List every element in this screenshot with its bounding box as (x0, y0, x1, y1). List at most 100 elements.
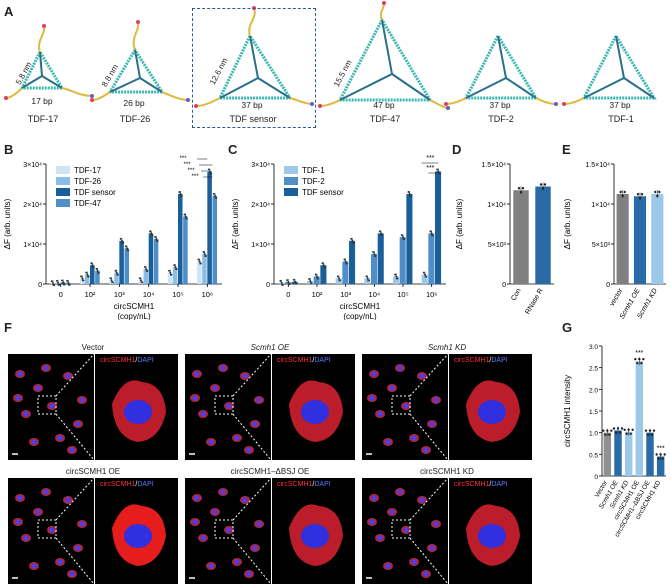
micrograph-condition-label: Vector (8, 342, 178, 354)
data-point (53, 284, 56, 287)
stain-separator: / (135, 481, 138, 488)
chart-b: 0 1×10⁴ 2×10⁴ 3×10⁴ 0 10² 10³ 10⁴ 10⁵ 10⁶ circSCMH… (3, 156, 222, 320)
nucleus (15, 519, 21, 525)
data-point (620, 427, 624, 430)
data-point (430, 232, 433, 235)
bar (633, 196, 647, 284)
data-point (170, 273, 173, 276)
data-point (145, 268, 148, 270)
data-point (87, 275, 90, 278)
bar-tdf-47 (95, 270, 100, 284)
zoom-image (94, 354, 166, 460)
bar-tdf-sensor (207, 171, 212, 284)
nucleus (69, 571, 75, 577)
nucleus (397, 489, 403, 495)
bar-tdf-sensor (178, 194, 183, 284)
bar-tdf-26 (172, 267, 178, 284)
overview-image (366, 354, 448, 460)
stain-red-label: circSCMH1 (454, 357, 490, 364)
stain-separator: / (135, 357, 138, 364)
sig-stars: *** (184, 162, 192, 168)
x-tick-label: 10³ (340, 290, 351, 299)
tdf-26-label: TDF-26 (119, 114, 151, 124)
data-point (339, 279, 342, 282)
data-point (517, 187, 521, 190)
nucleus (43, 365, 49, 371)
data-point (214, 194, 217, 197)
stain-red-label: circSCMH1 (100, 357, 136, 364)
micrograph-condition-label: Scmh1 KD (362, 342, 532, 354)
stain-blue-label: DAPI (314, 357, 331, 364)
bar-tdf-17 (197, 261, 202, 284)
data-point (97, 271, 100, 274)
nucleus (403, 403, 409, 409)
stain-separator: / (489, 481, 492, 488)
data-point (616, 427, 620, 430)
tdf-2-diagram (444, 32, 558, 106)
panel-label-b: B (4, 142, 14, 157)
tdf-1-diagram (562, 32, 657, 106)
bar-tdf-1 (421, 274, 428, 284)
y-tick-label: 0 (606, 282, 610, 289)
zoom-box (37, 395, 57, 415)
data-point (51, 282, 54, 285)
micrograph-tile: Vector circSCMH1/DAPI (8, 342, 178, 460)
data-point (61, 279, 64, 282)
tdf-17-bp: 17 bp (31, 96, 53, 106)
data-point (173, 264, 176, 267)
zoom-line (409, 537, 448, 584)
nucleus (57, 435, 63, 441)
data-point (409, 195, 412, 197)
y-tick-label: 3×10⁴ (251, 162, 270, 169)
data-point (374, 255, 377, 257)
legend-swatch (284, 166, 298, 174)
y-tick-label: 2.0 (589, 387, 598, 394)
data-point (408, 193, 411, 195)
overview-image (366, 478, 448, 584)
data-point (380, 232, 383, 235)
bar (651, 194, 664, 284)
data-point (644, 429, 648, 432)
nucleus (234, 559, 240, 565)
data-point (82, 279, 85, 282)
data-point (67, 281, 70, 284)
data-point (63, 283, 66, 286)
nucleus (192, 395, 198, 401)
data-point (183, 213, 186, 216)
data-point (539, 183, 543, 186)
y-tick-label: 2.5 (589, 366, 598, 373)
data-point (169, 271, 172, 274)
data-point (178, 191, 181, 193)
stain-blue-label: DAPI (314, 481, 331, 488)
panel-label-g: G (562, 320, 573, 335)
bar (616, 194, 629, 284)
nucleus (212, 509, 218, 515)
nucleus (79, 397, 85, 403)
data-point (627, 428, 630, 431)
sig-stars: *** (426, 165, 434, 172)
zoom-line (55, 537, 94, 584)
data-point (80, 275, 83, 278)
data-point (657, 457, 660, 460)
legend-swatch (56, 188, 70, 196)
data-point (343, 258, 346, 261)
bar-tdf-sensor (119, 240, 124, 284)
data-point (344, 260, 347, 263)
data-point (120, 239, 123, 242)
data-point (400, 234, 403, 237)
data-point (55, 279, 58, 282)
panel-label-f: F (4, 320, 12, 335)
y-tick-label: 1×10⁴ (251, 242, 270, 249)
stain-label: circSCMH1/DAPI (277, 481, 331, 488)
stain-separator: / (312, 357, 315, 364)
y-axis-title: ΔF (arb. units) (455, 198, 464, 249)
legend-label: TDF-2 (302, 177, 325, 186)
data-point (652, 429, 656, 432)
data-point (109, 277, 112, 280)
data-point (634, 357, 637, 361)
stain-label: circSCMH1/DAPI (454, 357, 508, 364)
data-point (146, 270, 149, 272)
data-point (336, 275, 339, 278)
nucleus (252, 545, 258, 551)
data-point (372, 251, 375, 253)
